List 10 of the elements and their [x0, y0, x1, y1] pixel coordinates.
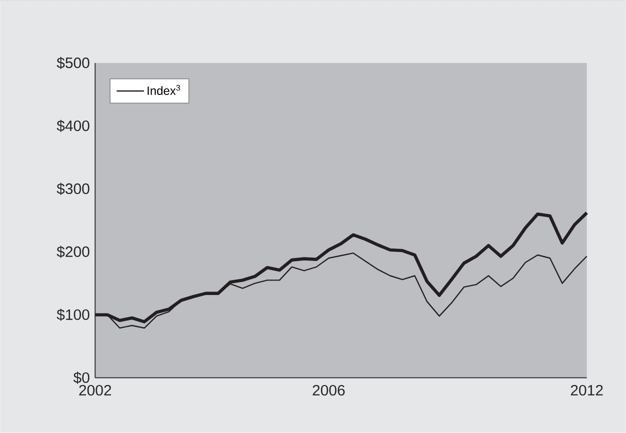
y-tick-label: $100	[56, 308, 90, 321]
y-tick-label: $200	[56, 246, 90, 258]
legend-label: Index$^{3}$	[148, 85, 180, 96]
x-tick-label: 2006	[312, 385, 345, 396]
x-tick-label: 2012	[570, 385, 603, 396]
y-tick-label: $500	[56, 57, 90, 70]
y-tick-label: $300	[56, 182, 90, 196]
y-tick-label: $0	[73, 372, 90, 384]
y-tick-label: $400	[56, 120, 90, 132]
x-tick-label: 2002	[79, 385, 112, 396]
